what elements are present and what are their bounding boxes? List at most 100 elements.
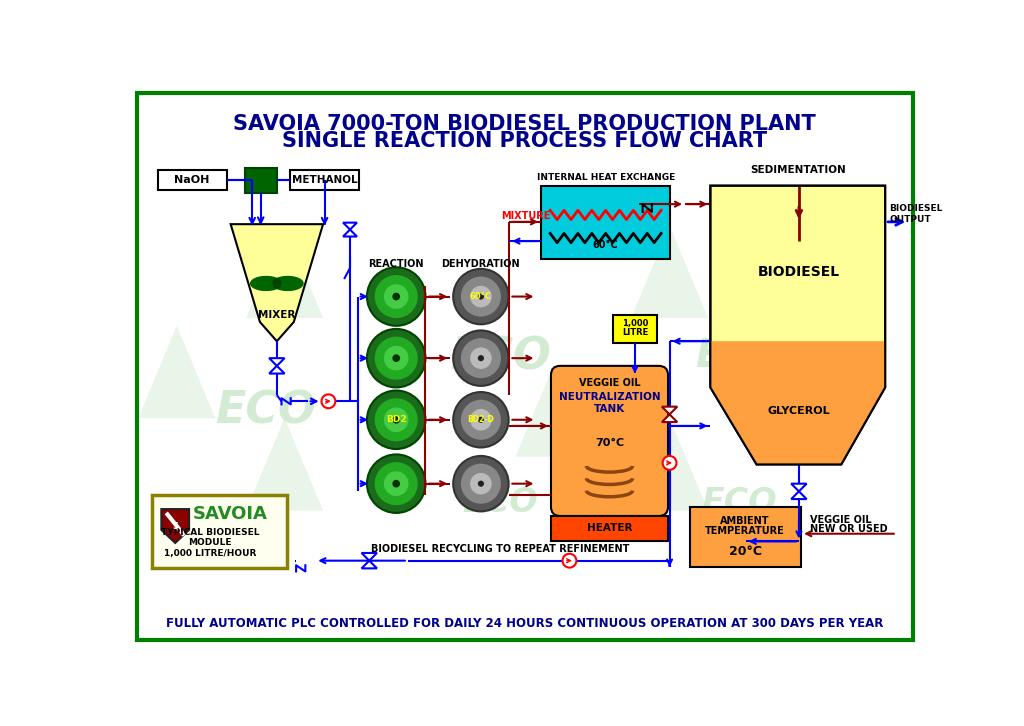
Polygon shape — [792, 484, 807, 492]
Text: BIODIESEL
OUTPUT: BIODIESEL OUTPUT — [889, 205, 942, 224]
Text: SAVOIA: SAVOIA — [194, 505, 268, 523]
Circle shape — [392, 354, 400, 362]
Polygon shape — [631, 418, 708, 510]
Polygon shape — [251, 277, 282, 290]
Circle shape — [375, 398, 418, 441]
Circle shape — [454, 269, 509, 325]
Text: AMBIENT: AMBIENT — [720, 515, 770, 526]
Text: S: S — [172, 521, 178, 531]
Text: ECO: ECO — [450, 335, 551, 378]
Circle shape — [454, 330, 509, 386]
Polygon shape — [272, 277, 303, 290]
Text: SEDIMENTATION: SEDIMENTATION — [751, 166, 846, 175]
Polygon shape — [515, 364, 593, 457]
Text: SINGLE REACTION PROCESS FLOW CHART: SINGLE REACTION PROCESS FLOW CHART — [283, 131, 767, 151]
Bar — [290, 171, 359, 190]
Circle shape — [392, 293, 400, 301]
Text: NEW OR USED: NEW OR USED — [810, 524, 888, 534]
Circle shape — [562, 554, 577, 568]
Text: ECO: ECO — [695, 338, 783, 375]
Circle shape — [367, 267, 425, 326]
Polygon shape — [269, 366, 285, 374]
Circle shape — [392, 416, 400, 423]
Text: DEHYDRATION: DEHYDRATION — [441, 259, 520, 269]
Bar — [541, 186, 671, 259]
Text: ECO: ECO — [215, 389, 315, 432]
Bar — [612, 315, 657, 343]
Polygon shape — [343, 229, 357, 237]
Polygon shape — [792, 492, 807, 499]
Circle shape — [384, 285, 409, 309]
Circle shape — [461, 464, 501, 504]
Text: HEATER: HEATER — [587, 523, 632, 534]
Circle shape — [392, 480, 400, 488]
Text: VEGGIE OIL: VEGGIE OIL — [810, 515, 871, 525]
Circle shape — [478, 417, 484, 423]
Polygon shape — [230, 224, 323, 341]
Text: REACTION: REACTION — [369, 259, 424, 269]
Text: NaOH: NaOH — [174, 175, 210, 185]
Polygon shape — [361, 560, 377, 568]
Circle shape — [375, 462, 418, 505]
Bar — [158, 171, 226, 190]
Circle shape — [470, 286, 492, 307]
Circle shape — [375, 275, 418, 318]
Circle shape — [384, 471, 409, 496]
Circle shape — [478, 355, 484, 362]
Polygon shape — [138, 326, 215, 418]
Text: 1,000 LITRE/HOUR: 1,000 LITRE/HOUR — [164, 550, 256, 558]
Text: BIODIESEL RECYCLING TO REPEAT REFINEMENT: BIODIESEL RECYCLING TO REPEAT REFINEMENT — [371, 544, 630, 554]
Circle shape — [384, 407, 409, 432]
Polygon shape — [662, 415, 677, 422]
Polygon shape — [711, 341, 885, 465]
Text: 60°C: 60°C — [470, 292, 492, 301]
Text: VEGGIE OIL: VEGGIE OIL — [579, 378, 640, 388]
Polygon shape — [711, 186, 885, 465]
Polygon shape — [361, 553, 377, 560]
Bar — [689, 507, 801, 567]
Circle shape — [461, 277, 501, 317]
Text: BD2: BD2 — [386, 415, 407, 424]
Polygon shape — [269, 358, 285, 366]
Text: TYPICAL BIODIESEL: TYPICAL BIODIESEL — [161, 528, 259, 537]
Polygon shape — [631, 226, 708, 318]
Polygon shape — [246, 418, 323, 510]
Circle shape — [454, 456, 509, 511]
Text: 20°C: 20°C — [728, 545, 762, 558]
Circle shape — [367, 391, 425, 449]
Circle shape — [470, 409, 492, 431]
Text: 1,000: 1,000 — [622, 319, 648, 328]
Circle shape — [367, 454, 425, 513]
Circle shape — [322, 394, 336, 408]
Text: MIXTURE: MIXTURE — [501, 211, 550, 221]
Text: FULLY AUTOMATIC PLC CONTROLLED FOR DAILY 24 HOURS CONTINUOUS OPERATION AT 300 DA: FULLY AUTOMATIC PLC CONTROLLED FOR DAILY… — [166, 617, 884, 630]
Circle shape — [375, 337, 418, 380]
Circle shape — [384, 346, 409, 370]
Circle shape — [367, 329, 425, 388]
Text: ECO: ECO — [701, 486, 776, 519]
Text: METHANOL: METHANOL — [292, 175, 357, 185]
Polygon shape — [273, 279, 281, 288]
Text: 70°C: 70°C — [595, 438, 624, 448]
Circle shape — [470, 347, 492, 369]
Bar — [245, 168, 276, 192]
Polygon shape — [662, 407, 677, 415]
FancyBboxPatch shape — [551, 366, 668, 516]
Circle shape — [454, 392, 509, 447]
Circle shape — [478, 293, 484, 300]
Circle shape — [461, 338, 501, 378]
Text: GLYCEROL: GLYCEROL — [768, 406, 830, 415]
Polygon shape — [246, 226, 323, 318]
Bar — [551, 516, 668, 541]
Text: BIODIESEL: BIODIESEL — [758, 265, 840, 279]
Text: BD2-D: BD2-D — [468, 415, 495, 424]
Text: LITRE: LITRE — [622, 328, 648, 338]
Text: ECO: ECO — [463, 486, 538, 519]
Text: 60°C: 60°C — [593, 240, 618, 250]
Circle shape — [478, 481, 484, 486]
Text: INTERNAL HEAT EXCHANGE: INTERNAL HEAT EXCHANGE — [537, 174, 675, 182]
Circle shape — [461, 400, 501, 440]
Text: TANK: TANK — [594, 404, 625, 414]
Text: NEUTRALIZATION: NEUTRALIZATION — [559, 391, 660, 401]
Text: MIXER: MIXER — [258, 310, 296, 320]
